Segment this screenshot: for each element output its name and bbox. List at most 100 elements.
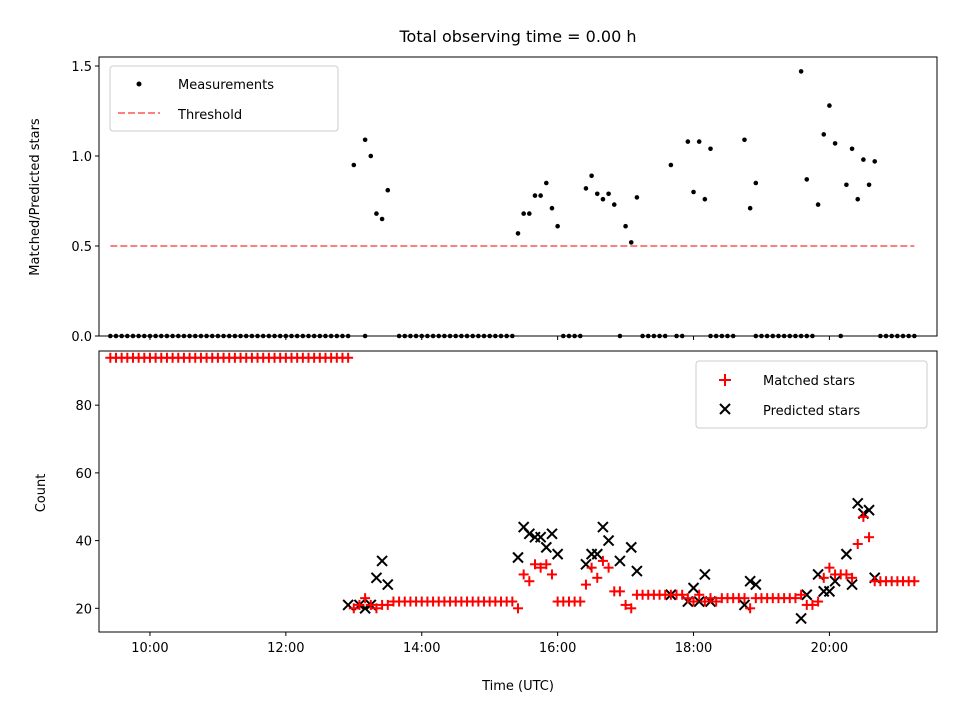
measurement-point [844,182,849,188]
measurement-point [691,189,696,195]
matched-star-marker [711,596,722,607]
matched-star-marker [807,599,818,610]
measurement-point [708,146,713,152]
matched-star-marker [365,599,376,610]
top-plot-frame [98,56,938,337]
matched-star-marker [739,593,750,604]
matched-star-marker [699,596,710,607]
bottom-x-tick-label: 14:00 [403,641,440,656]
matched-star-marker [626,603,637,614]
bottom-x-tick-label: 20:00 [811,641,848,656]
measurement-point [515,231,521,236]
predicted-star-marker [370,572,383,584]
matched-star-marker [580,579,591,590]
predicted-star-marker [801,589,813,601]
predicted-star-marker [846,578,858,591]
matched-star-marker [796,589,807,600]
predicted-star-marker [512,551,524,564]
matched-star-marker [824,562,835,573]
measurement-point [821,132,827,137]
matched-star-marker [507,596,518,607]
top-y-axis-label: Matched/Predicted stars [28,118,43,276]
predicted-star-marker [523,528,536,540]
predicted-star-marker [534,531,547,543]
measurement-point [628,240,634,245]
matched-star-marker [524,576,535,587]
measurement-point [606,191,611,197]
matched-star-marker [813,596,824,607]
top-legend: Measurements Threshold [109,65,339,132]
predicted-star-marker [597,521,609,533]
top-y-tick-label: 1.5 [71,60,92,75]
measurement-point [747,205,753,211]
measurement-point [351,162,357,168]
predicted-star-marker [829,575,841,587]
chart-title: Total observing time = 0.00 h [398,27,636,46]
predicted-star-marker [540,541,553,554]
matched-star-marker [694,589,705,600]
matched-star-marker [518,569,529,580]
matched-star-marker [586,562,597,573]
matched-star-marker [546,569,557,580]
predicted-star-marker [795,612,807,625]
measurement-point [544,180,549,186]
measurement-point [668,162,674,168]
measurement-point [815,202,821,207]
matched-star-marker [841,569,852,580]
measurement-point [753,180,759,186]
measurement-point [362,137,368,143]
matched-star-marker [597,555,608,566]
predicted-star-marker [382,578,394,591]
matched-star-marker [513,603,523,614]
measurement-point [798,69,804,74]
predicted-star-marker [750,578,762,591]
measurement-point [634,195,640,200]
legend-label-predicted: Predicted stars [763,404,860,419]
predicted-star-marker [591,548,603,560]
predicted-star-marker [602,534,615,547]
matched-star-marker [343,352,354,363]
predicted-star-marker [744,575,756,587]
top-y-tick-label: 0.5 [71,240,92,255]
matched-star-marker [847,572,858,583]
top-y-ticks: 0.0 0.5 1.0 1.5 [71,60,99,345]
bottom-y-ticks: 20 40 60 80 [75,399,99,617]
matched-star-marker [603,562,614,573]
measurement-point [872,159,878,164]
measurement-point [538,193,543,198]
predicted-star-marker [693,595,705,608]
matched-star-marker [909,576,920,587]
matched-star-marker [852,538,863,549]
matched-stars-layer [105,352,920,614]
top-panel: Total observing time = 0.00 h 0.0 0.5 1.0 1… [28,27,938,345]
legend-marker-predicted [719,403,731,415]
matched-star-marker [682,593,693,604]
measurement-point [555,223,560,229]
matched-star-marker [592,572,603,583]
predicted-star-marker [546,528,558,540]
predicted-star-marker [614,555,626,567]
measurement-point [702,196,708,202]
measurement-point [696,139,702,144]
measurement-point [549,205,555,211]
matched-star-marker [705,593,716,604]
measurement-point [855,196,861,202]
matched-star-marker [677,589,688,600]
predicted-star-marker [863,504,875,516]
matched-star-marker [541,559,552,570]
matched-star-marker [354,599,365,610]
predicted-star-marker [625,541,637,554]
measurement-point [623,223,628,229]
bottom-x-tick-label: 18:00 [675,641,712,656]
measurement-point [521,211,526,216]
matched-star-marker [575,596,586,607]
matched-star-marker [745,603,756,614]
top-y-tick-label: 1.0 [71,150,92,165]
predicted-star-marker [840,548,853,560]
legend-marker-measurements [136,81,142,87]
measurement-point [527,211,532,216]
predicted-star-marker [551,548,564,560]
measurement-point [861,157,866,162]
bottom-x-tick-label: 10:00 [131,641,168,656]
